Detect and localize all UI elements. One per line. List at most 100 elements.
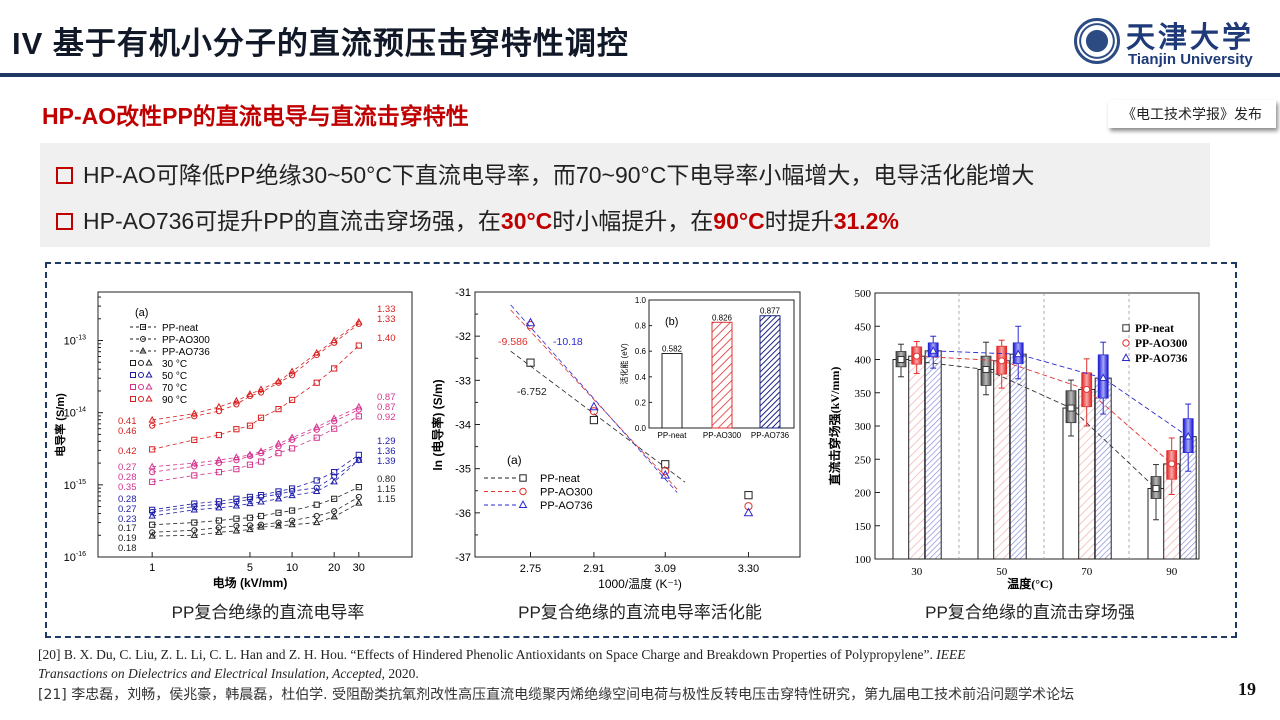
chart2-xtick-label: 3.30: [738, 563, 759, 575]
chart1-legend-label: 50 °C: [162, 371, 187, 382]
chart1-data-point-square: [191, 436, 198, 443]
chart3-ylabel: 直流击穿场强(kV/mm): [827, 367, 842, 486]
chart1-legend-label: PP-neat: [162, 323, 198, 334]
chart2-legend-marker-square: [519, 474, 527, 482]
chart1-slope-label: 0.46: [118, 426, 137, 437]
chart2-slope-label: -6.752: [517, 386, 547, 398]
page-number: 19: [1238, 679, 1256, 699]
chart1-data-point-triangle: [190, 505, 198, 513]
square-bullet-icon: [56, 213, 73, 230]
inset-ytick-label: 0.6: [635, 347, 647, 356]
chart1-data-point-square: [215, 517, 223, 524]
chart1-data-point-triangle: [257, 522, 265, 530]
chart2-legend-label: PP-AO736: [540, 500, 593, 512]
inset-ytick-label: 0.4: [635, 373, 647, 382]
chart1-data-point-circle: [233, 401, 240, 408]
chart1-fit-line: [152, 459, 360, 513]
chart3-xtick-label: 90: [1166, 566, 1178, 578]
chart3-ytick-label: 200: [855, 488, 872, 500]
inset-category-label: PP-AO736: [751, 431, 790, 440]
chart1-data-point-square: [233, 466, 240, 473]
chart3-ytick-label: 150: [855, 521, 872, 533]
chart1-data-point-circle: [191, 463, 198, 470]
chart1-data-point-square: [246, 514, 254, 521]
chart1-data-point-triangle: [215, 528, 223, 535]
chart2-data-point-square: [744, 491, 753, 500]
chart1-data-point-square: [275, 509, 282, 516]
chart2-fit-line: [510, 309, 678, 490]
chart1-slope-label: 0.87: [377, 402, 396, 413]
chart1-slope-label: 1.29: [377, 436, 396, 447]
chart1-slope-label: 1.40: [377, 333, 396, 344]
chart1-ytick-label: 10-14: [64, 407, 86, 420]
chart1-fit-line: [152, 502, 360, 537]
chart1-data-point-square: [331, 425, 338, 432]
chart2-ylabel: ln (电导率) (S/m): [430, 379, 445, 470]
chart3-ytick-label: 100: [855, 554, 872, 566]
chart1-fit-line: [152, 409, 359, 473]
chart3-legend-label: PP-neat: [1135, 323, 1174, 335]
chart1-slope-label: 0.23: [118, 514, 137, 525]
chart1-data-point-square: [331, 365, 338, 372]
chart1-data-point-triangle: [312, 348, 321, 356]
bullet-text: 时提升: [764, 208, 834, 234]
caption-breakdown: PP复合绝缘的直流击穿场强: [925, 603, 1135, 622]
chart3-xtick-label: 50: [996, 566, 1008, 578]
chart1-data-point-square: [313, 477, 320, 484]
chart3-mean-marker-square: [982, 365, 990, 373]
chart1-fit-line: [152, 454, 360, 511]
chart2-data-point-triangle: [660, 469, 671, 479]
chart1-data-point-circle: [149, 529, 156, 536]
chart3-trend-line: [900, 359, 1157, 489]
square-bullet-icon: [56, 167, 73, 184]
chart2-slope-label: -9.586: [498, 336, 528, 348]
chart1-legend-label: PP-AO300: [162, 335, 210, 346]
chart2-xtick-label: 2.91: [583, 563, 604, 575]
reference-20-journal: Transactions on Dielectrics and Electric…: [38, 666, 382, 681]
chart1-slope-label: 0.41: [118, 416, 137, 427]
inset-ytick-label: 0.8: [635, 322, 647, 331]
chart1-ytick-label: 10-15: [64, 479, 86, 492]
inset-bar-value-label: 0.826: [712, 313, 733, 322]
chart1-ytick-exponent: -13: [76, 335, 86, 342]
chart1-legend-label: 30 °C: [162, 359, 187, 370]
chart1-data-point-triangle: [215, 503, 223, 511]
chart1-ylabel: 电导率 (S/m): [53, 393, 67, 457]
chart1-data-point-triangle: [215, 455, 223, 463]
chart1-data-point-triangle: [246, 390, 254, 397]
chart1-panel-label: (a): [135, 307, 148, 319]
chart2-fit-line: [510, 350, 686, 483]
logo-english-name: Tianjin University: [1128, 51, 1253, 68]
chart1-data-point-circle: [257, 389, 265, 396]
chart1-data-point-triangle: [274, 494, 283, 502]
chart3-xlabel: 温度(°C): [1007, 576, 1052, 591]
chart3-mean-marker-square: [1152, 485, 1160, 493]
chart2-data-point-triangle: [743, 507, 754, 517]
university-emblem-icon: [1074, 18, 1120, 64]
chart1-data-point-triangle: [148, 531, 156, 539]
chart1-data-point-triangle: [330, 512, 338, 520]
chart1-data-point-triangle: [148, 462, 156, 470]
chart1-data-point-circle: [275, 519, 282, 526]
chart2-ytick-label: -35: [455, 464, 471, 476]
chart3-mean-marker-triangle: [1099, 373, 1108, 382]
highlight-temp-30: 30°C: [500, 208, 553, 234]
caption-activation-energy: PP复合绝缘的直流电导率活化能: [518, 603, 762, 622]
chart1-xtick-label: 10: [286, 562, 298, 574]
header-divider: [0, 73, 1280, 77]
chart3-ytick-label: 400: [855, 355, 872, 367]
inset-bar-value-label: 0.877: [760, 307, 781, 316]
chart1-data-point-square: [313, 434, 320, 441]
chart1-legend-label: 70 °C: [162, 383, 187, 394]
chart1-data-point-triangle: [190, 531, 198, 538]
chart1-data-point-triangle: [246, 525, 254, 533]
chart1-data-point-square: [191, 519, 198, 526]
chart1-legend-marker-triangle: [145, 370, 153, 378]
chart1-data-point-circle: [215, 460, 223, 467]
chart1-data-point-circle: [275, 491, 282, 498]
chart3-trend-line: [916, 355, 1172, 465]
inset-category-label: PP-AO300: [703, 431, 742, 440]
reference-20-cont: Transactions on Dielectrics and Electric…: [38, 666, 419, 682]
chart1-data-point-triangle: [257, 497, 265, 505]
